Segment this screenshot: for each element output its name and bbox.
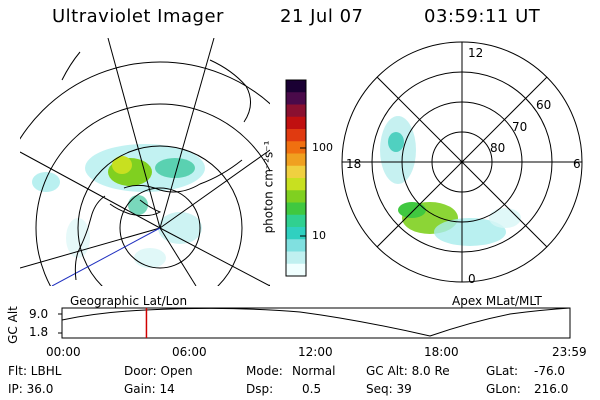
dsp-label: Dsp: <box>246 382 274 396</box>
ip-info: IP: 36.0 <box>8 382 54 396</box>
instrument-title: Ultraviolet Imager <box>52 6 224 27</box>
alt-ytick-9: 9.0 <box>29 307 49 321</box>
colorbar-swatch <box>286 227 306 240</box>
colorbar-swatch <box>286 202 306 216</box>
filter-info: Flt: LBHL <box>8 364 62 378</box>
colorbar-swatch <box>286 129 306 142</box>
altitude-curve <box>61 307 571 337</box>
colorbar-swatch <box>286 251 306 265</box>
alt-ylabel: GC Alt <box>5 306 20 344</box>
seq-info: Seq: 39 <box>366 382 412 396</box>
aurora-emission-right <box>380 116 521 246</box>
mlt-label-12: 12 <box>468 46 484 60</box>
mlat-label-60: 60 <box>536 98 552 112</box>
mlat-label-80: 80 <box>490 141 506 155</box>
gc-alt-info: GC Alt: 8.0 Re <box>366 364 450 378</box>
colorbar-swatch <box>286 80 306 93</box>
mlat-label-70: 70 <box>512 120 528 134</box>
alt-xtick-6: 06:00 <box>172 345 207 359</box>
colorbar-swatch <box>286 153 306 167</box>
colorbar-swatch <box>286 116 306 130</box>
gain-info: Gain: 14 <box>124 382 175 396</box>
door-info: Door: Open <box>124 364 193 378</box>
colorbar-swatch <box>286 92 306 105</box>
dsp-value: 0.5 <box>302 382 322 396</box>
aurora-emission-left <box>32 144 205 268</box>
colorbar-swatch <box>286 178 306 191</box>
glat-label: GLat: <box>486 364 519 378</box>
colorbar-tick-10: 10 <box>312 229 326 242</box>
date-label: 21 Jul 07 <box>280 6 364 27</box>
apex-panel-label: Apex MLat/MLT <box>452 294 542 308</box>
colorbar-swatch <box>286 141 306 154</box>
glon-label: GLon: <box>486 382 521 396</box>
alt-xtick-0: 00:00 <box>46 345 81 359</box>
mlt-label-18: 18 <box>346 157 362 171</box>
mlt-label-0: 0 <box>468 272 476 286</box>
glon-value: 216.0 <box>534 382 569 396</box>
colorbar-swatch <box>286 263 306 277</box>
alt-xtick-12: 12:00 <box>298 345 333 359</box>
geographic-panel-label: Geographic Lat/Lon <box>70 294 188 308</box>
colorbar-tick-100: 100 <box>312 141 333 154</box>
colorbar-swatch <box>286 214 306 228</box>
mode-value: Normal <box>292 364 336 378</box>
colorbar-swatch <box>286 104 306 118</box>
mode-label: Mode: <box>246 364 283 378</box>
alt-xtick-18: 18:00 <box>424 345 459 359</box>
time-label: 03:59:11 UT <box>424 6 541 27</box>
alt-ytick-1-8: 1.8 <box>29 325 49 339</box>
alt-xtick-end: 23:59 <box>552 345 587 359</box>
colorbar-swatch <box>286 239 306 252</box>
mlt-label-6: 6 <box>573 157 581 171</box>
colorbar-gradient <box>286 80 306 277</box>
glat-value: -76.0 <box>534 364 566 378</box>
colorbar-swatch <box>286 190 306 203</box>
colorbar-swatch <box>286 165 306 179</box>
